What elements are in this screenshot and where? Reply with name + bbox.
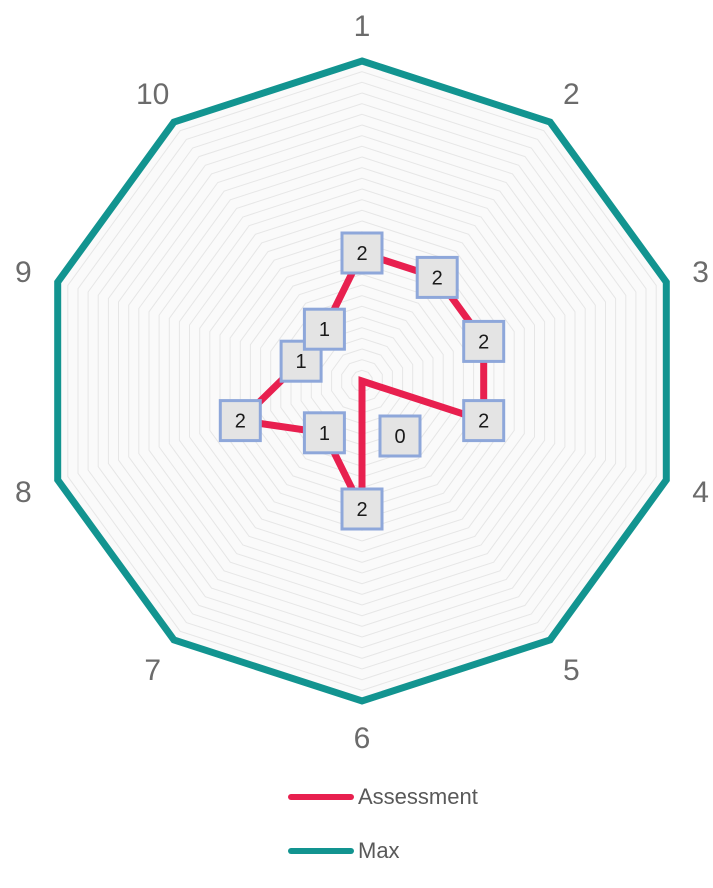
axis-label-6: 6 — [354, 722, 371, 755]
data-label-value: 2 — [478, 331, 489, 353]
grid-ring — [178, 188, 546, 574]
data-label-value: 1 — [319, 423, 330, 445]
grid-ring — [118, 124, 606, 638]
data-label: 2 — [218, 399, 262, 443]
grid-ring — [87, 92, 637, 670]
data-label-box — [462, 399, 506, 443]
data-label-box — [340, 231, 384, 275]
data-label-value: 2 — [432, 267, 443, 289]
grid-ring — [77, 81, 647, 681]
axis-label-3: 3 — [692, 256, 709, 289]
legend-label-max: Max — [358, 838, 400, 863]
data-label-value: 2 — [235, 411, 246, 433]
grid-ring — [97, 103, 627, 659]
data-label-value: 2 — [356, 243, 367, 265]
grid-ring — [107, 113, 617, 649]
data-label-box — [462, 319, 506, 363]
axis-label-8: 8 — [15, 476, 32, 509]
grid-ring — [158, 167, 566, 595]
grid-ring — [128, 135, 596, 627]
legend-item-assessment: Assessment — [288, 780, 478, 814]
data-label-box — [340, 487, 384, 531]
legend: Assessment Max — [288, 780, 478, 888]
data-label-value: 1 — [319, 319, 330, 341]
data-label: 0 — [378, 414, 422, 458]
data-label-box — [415, 255, 459, 299]
legend-item-max: Max — [288, 834, 478, 868]
grid-ring — [168, 177, 556, 585]
data-label: 2 — [340, 231, 384, 275]
data-label: 2 — [462, 399, 506, 443]
data-label-box — [218, 399, 262, 443]
series-max — [54, 57, 670, 705]
grid-ring — [209, 220, 515, 542]
axis-label-4: 4 — [692, 476, 709, 509]
axis-label-10: 10 — [136, 78, 169, 111]
axis-label-7: 7 — [144, 654, 161, 687]
legend-swatch-assessment — [288, 794, 354, 800]
axis-label-9: 9 — [15, 256, 32, 289]
grid-ring — [138, 145, 586, 617]
data-label: 2 — [462, 319, 506, 363]
data-label-value: 1 — [296, 351, 307, 373]
grid-ring — [189, 199, 535, 563]
legend-label-assessment: Assessment — [358, 784, 478, 809]
grid-ring — [148, 156, 576, 606]
data-label: 1 — [302, 411, 346, 455]
data-label: 2 — [415, 255, 459, 299]
data-label-box — [302, 411, 346, 455]
data-label: 1 — [302, 307, 346, 351]
data-label: 2 — [340, 487, 384, 531]
data-label-box — [378, 414, 422, 458]
data-label-value: 2 — [356, 499, 367, 521]
data-label-value: 2 — [478, 411, 489, 433]
data-label-value: 0 — [394, 426, 405, 448]
grid-ring — [67, 71, 657, 691]
legend-swatch-max — [288, 848, 354, 854]
grid-ring — [199, 209, 525, 553]
data-label-box — [302, 307, 346, 351]
axis-label-5: 5 — [563, 654, 580, 687]
axis-label-2: 2 — [563, 78, 580, 111]
axis-label-1: 1 — [354, 10, 371, 43]
